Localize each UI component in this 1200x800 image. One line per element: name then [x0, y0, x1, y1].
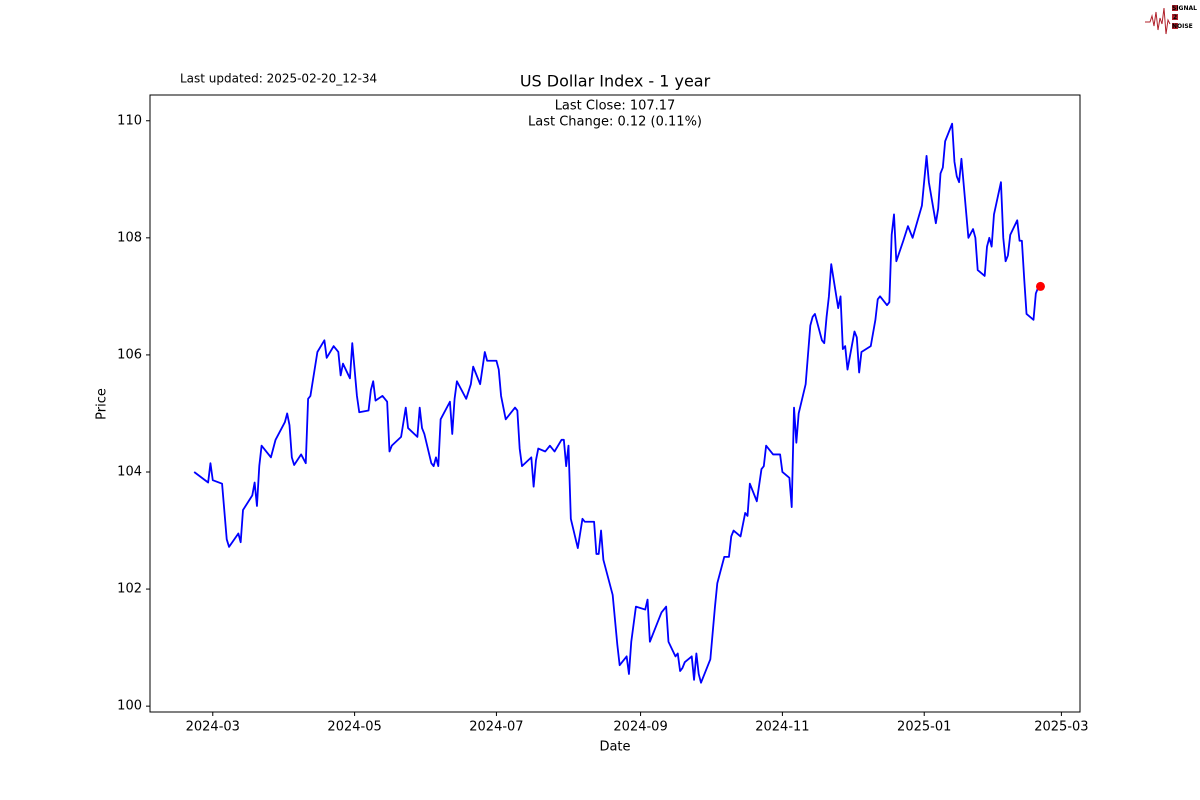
x-tick-label: 2025-01 [897, 720, 951, 735]
annotation: Last Close: 107.17 [555, 99, 676, 114]
logo-box [1172, 23, 1178, 29]
logo-text: NOISE [1172, 23, 1193, 30]
x-axis-label: Date [599, 740, 630, 755]
x-tick-label: 2024-05 [327, 720, 381, 735]
axes-frame [149, 94, 1081, 713]
annotation: Last Change: 0.12 (0.11%) [528, 115, 702, 130]
logo-text: 2 [1173, 14, 1177, 21]
last-close-marker [1035, 281, 1045, 291]
logo-text: SIGNAL [1172, 5, 1197, 12]
logo: SIGNAL 2 NOISE [1145, 5, 1197, 35]
logo-box [1172, 5, 1178, 11]
x-tick-label: 2024-11 [755, 720, 809, 735]
chart-title: US Dollar Index - 1 year [520, 72, 711, 91]
logo-box [1172, 14, 1178, 20]
y-axis-label: Price [95, 388, 110, 420]
y-tick-label: 106 [117, 347, 142, 362]
y-tick-label: 100 [117, 699, 142, 714]
logo-wave [1145, 7, 1171, 35]
y-tick-label: 108 [117, 230, 142, 245]
y-tick-label: 110 [117, 113, 142, 128]
y-tick-label: 104 [117, 464, 142, 479]
x-tick-label: 2024-07 [469, 720, 523, 735]
y-tick-label: 102 [117, 582, 142, 597]
x-tick-label: 2025-03 [1034, 720, 1088, 735]
last-updated: Last updated: 2025-02-20_12-34 [180, 72, 377, 86]
x-tick-label: 2024-09 [613, 720, 667, 735]
price-line [193, 122, 1041, 684]
x-tick-label: 2024-03 [186, 720, 240, 735]
